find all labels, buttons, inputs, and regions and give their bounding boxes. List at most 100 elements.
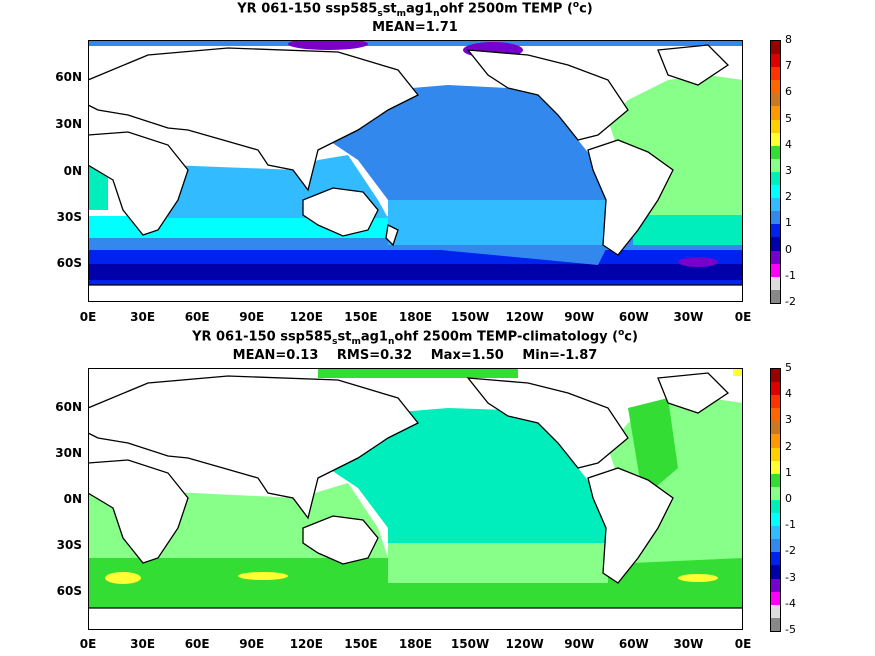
xtick-label: 0E (734, 310, 752, 324)
colorbar-tick-label: 2 (785, 439, 792, 453)
land-greenland (657, 372, 730, 414)
pacific-south (388, 543, 608, 583)
colorbar-tick-label: 2 (785, 190, 792, 204)
weddell-purple (678, 257, 718, 267)
colorbar-segment (771, 211, 780, 225)
colorbar-segment (771, 198, 780, 212)
p2-ytick-0N: 0N (63, 492, 82, 506)
colorbar-tick-label: 1 (785, 216, 792, 230)
land-eurasia (88, 47, 420, 192)
arctic-purple (288, 40, 368, 50)
stat-min: Min=-1.87 (522, 348, 598, 363)
land-south-america (587, 467, 674, 584)
xtick-label: 30W (673, 310, 704, 324)
colorbar-segment (771, 421, 780, 435)
panel2-map (88, 368, 743, 630)
xtick-label: 120W (505, 637, 544, 651)
xtick-label: 120E (289, 637, 323, 651)
p1-ytick-0N: 0N (63, 164, 82, 178)
colorbar-tick-label: -4 (785, 596, 796, 610)
colorbar-segment (771, 263, 780, 277)
xtick-label: 0E (734, 637, 752, 651)
colorbar-tick-label: 1 (785, 465, 792, 479)
colorbar-tick-label: 7 (785, 59, 792, 73)
panel2-stats: MEAN=0.13 RMS=0.32 Max=1.50 Min=-1.87 (0, 348, 830, 363)
colorbar-tick-label: -1 (785, 268, 796, 282)
colorbar-tick-label: 3 (785, 413, 792, 427)
xtick-label: 120E (289, 310, 323, 324)
colorbar-segment (771, 591, 780, 605)
colorbar-segment (771, 486, 780, 500)
yellow-patch-1 (105, 572, 141, 584)
colorbar-segment (771, 434, 780, 448)
colorbar-segment (771, 224, 780, 238)
indian-green (88, 165, 108, 210)
xtick-label: 60W (618, 637, 649, 651)
atlantic-south (633, 215, 743, 245)
panel1-colorbar (770, 40, 781, 304)
xtick-label: 30E (130, 637, 156, 651)
map-frame (88, 40, 743, 302)
colorbar-segment (771, 552, 780, 566)
colorbar-segment (771, 578, 780, 592)
map-frame (88, 368, 743, 630)
colorbar-segment (771, 617, 780, 631)
arctic-blue (88, 40, 743, 46)
colorbar-segment (771, 237, 780, 251)
colorbar-tick-label: -1 (785, 518, 796, 532)
colorbar-segment (771, 447, 780, 461)
colorbar-segment (771, 158, 780, 172)
land-antarctica (88, 284, 743, 302)
land-australia (302, 187, 379, 237)
colorbar-segment (771, 289, 780, 303)
land-eurasia (88, 375, 420, 520)
arctic-green (318, 368, 518, 378)
stat-mean: MEAN=0.13 (232, 348, 319, 363)
xtick-label: 60E (184, 310, 210, 324)
xtick-label: 0E (79, 637, 97, 651)
p2-ytick-60S: 60S (56, 584, 82, 598)
pacific-ocean (318, 408, 618, 578)
land-africa (88, 459, 189, 564)
colorbar-segment (771, 513, 780, 527)
stat-rms: RMS=0.32 (336, 348, 413, 363)
colorbar-tick-label: 3 (785, 164, 792, 177)
colorbar-segment (771, 171, 780, 186)
colorbar-segment (771, 539, 780, 553)
colorbar-tick-label: -2 (785, 295, 796, 308)
arctic-yellow (733, 368, 743, 376)
colorbar-segment (771, 132, 780, 146)
land-africa (88, 131, 189, 236)
colorbar-segment (771, 382, 780, 396)
land-north-america (466, 49, 629, 141)
panel2-title: YR 061-150 ssp585sstmag1nohf 2500m TEMP-… (192, 328, 638, 347)
colorbar-segment (771, 395, 780, 409)
colorbar-segment (771, 106, 780, 120)
colorbar-tick-label: -5 (785, 623, 796, 636)
colorbar-segment (771, 80, 780, 94)
xtick-label: 90E (239, 310, 265, 324)
xtick-label: 150E (344, 637, 378, 651)
colorbar-tick-label: 5 (785, 361, 792, 374)
panel2-colorbar (770, 368, 781, 632)
stat-max: Max=1.50 (430, 348, 504, 363)
land-greenland (657, 44, 730, 86)
colorbar-segment (771, 604, 780, 618)
land-south-america (587, 139, 674, 256)
xtick-label: 30W (673, 637, 704, 651)
p1-ytick-60S: 60S (56, 256, 82, 270)
colorbar-segment (771, 473, 780, 487)
colorbar-segment (771, 145, 780, 159)
land-australia (302, 515, 379, 565)
colorbar-tick-label: 8 (785, 33, 792, 46)
colorbar-segment (771, 185, 780, 199)
xtick-label: 180E (398, 637, 433, 651)
stat-mean: MEAN=1.71 (372, 20, 458, 35)
colorbar-segment (771, 408, 780, 422)
colorbar-segment (771, 41, 780, 55)
xtick-label: 150E (344, 310, 378, 324)
colorbar-tick-label: -3 (785, 570, 796, 584)
colorbar-tick-label: 0 (785, 492, 792, 505)
p1-ytick-60N: 60N (55, 70, 82, 84)
pacific-south-band (388, 200, 608, 245)
